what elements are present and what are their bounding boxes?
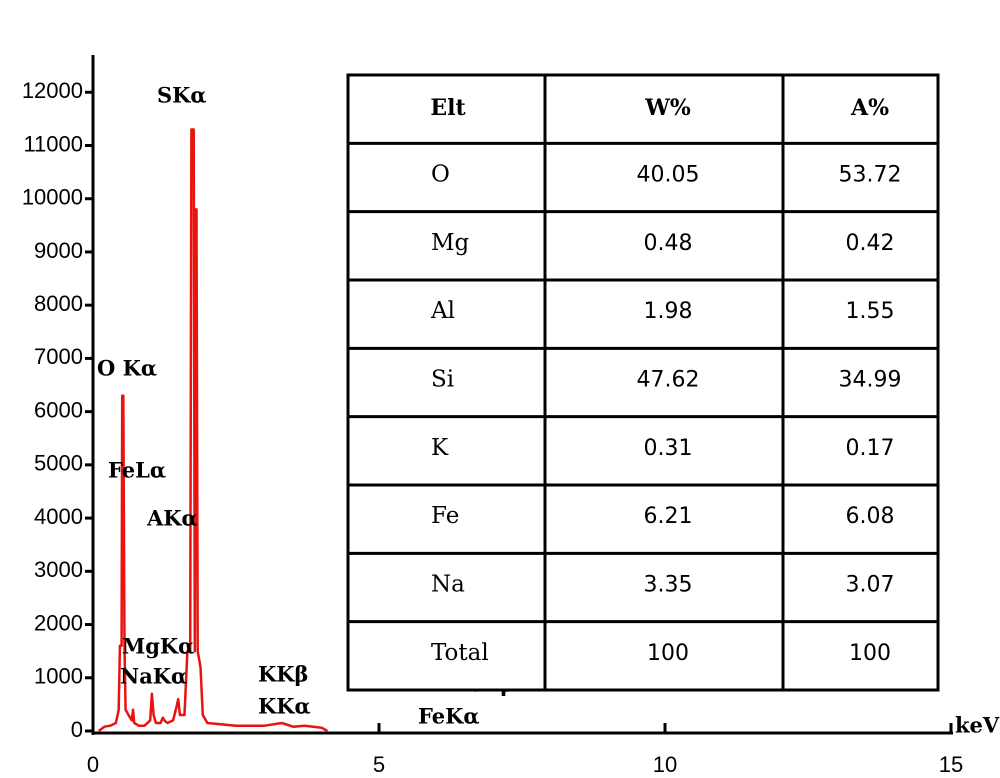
y-tick-label: 7000 (34, 344, 83, 369)
peak-label: KKβ (258, 662, 308, 687)
peak-label: KKα (258, 694, 311, 719)
table-cell: 0.31 (644, 436, 693, 461)
spectrum-line (97, 128, 329, 733)
y-tick-label: 6000 (34, 397, 83, 422)
x-tick-label: 0 (87, 752, 99, 777)
y-tick-label: 0 (71, 717, 83, 742)
table-element: Mg (431, 230, 470, 256)
table-cell: 1.55 (846, 299, 895, 324)
table-cell: 6.08 (846, 504, 895, 529)
table-cell: 100 (849, 641, 891, 666)
x-unit: keV (955, 713, 1000, 738)
table-element: Si (431, 367, 454, 393)
x-tick-label: 15 (939, 752, 963, 777)
table-element: K (431, 435, 449, 461)
y-tick-label: 4000 (34, 504, 83, 529)
table-cell: 3.07 (846, 573, 895, 598)
peak-label: FeLα (108, 458, 166, 483)
y-tick-label: 1000 (34, 664, 83, 689)
x-tick-label: 5 (373, 752, 385, 777)
y-tick-label: 10000 (22, 185, 83, 210)
table-header: W% (644, 95, 691, 121)
table-cell: 34.99 (839, 368, 902, 393)
table-element: Al (430, 298, 455, 324)
y-tick-label: 8000 (34, 291, 83, 316)
table-cell: 100 (647, 641, 689, 666)
table-cell: 0.17 (846, 436, 895, 461)
y-tick-label: 5000 (34, 451, 83, 476)
table-header: Elt (430, 95, 466, 121)
table-cell: 40.05 (637, 163, 700, 188)
peak-label: MgKα (122, 634, 194, 659)
table-cell: 1.98 (644, 299, 693, 324)
table-cell: 6.21 (644, 504, 693, 529)
table-element: Total (431, 640, 489, 666)
y-tick-label: 2000 (34, 610, 83, 635)
peak-label: O Kα (97, 356, 157, 381)
x-tick-label: 10 (653, 752, 677, 777)
table-element: Na (431, 572, 465, 598)
table-element: Fe (431, 503, 459, 529)
table-cell: 0.42 (846, 231, 895, 256)
peak-label: AKα (146, 506, 198, 531)
y-tick-label: 11000 (23, 131, 83, 156)
y-tick-label: 9000 (34, 238, 83, 263)
y-tick-label: 12000 (22, 78, 83, 103)
table-header: A% (850, 95, 889, 121)
table-element: O (431, 162, 450, 188)
table-cell: 3.35 (644, 573, 693, 598)
table-cell: 0.48 (644, 231, 693, 256)
peak-label: NaKα (120, 664, 187, 689)
peak-label: SKα (157, 83, 207, 108)
peak-label: FeKα (418, 704, 480, 729)
table-cell: 47.62 (637, 368, 700, 393)
table-border (346, 73, 940, 692)
table-cell: 53.72 (839, 163, 902, 188)
y-tick-label: 3000 (34, 557, 83, 582)
